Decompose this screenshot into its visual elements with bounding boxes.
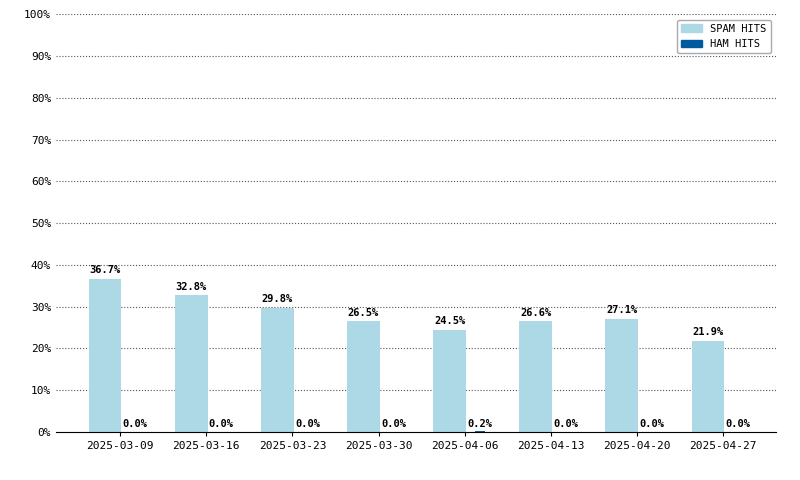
Bar (175, 295, 207, 432)
Bar (474, 431, 485, 432)
Bar (691, 340, 724, 432)
Bar (89, 279, 122, 432)
Bar (606, 319, 638, 432)
Text: 27.1%: 27.1% (606, 305, 638, 315)
Text: 0.2%: 0.2% (467, 419, 492, 429)
Text: 26.5%: 26.5% (348, 308, 379, 318)
Text: 0.0%: 0.0% (122, 419, 148, 429)
Text: 0.0%: 0.0% (209, 419, 234, 429)
Bar (347, 321, 380, 432)
Bar (519, 321, 552, 432)
Text: 0.0%: 0.0% (295, 419, 320, 429)
Text: 32.8%: 32.8% (175, 282, 207, 292)
Text: 24.5%: 24.5% (434, 316, 466, 326)
Text: 0.0%: 0.0% (381, 419, 406, 429)
Legend: SPAM HITS, HAM HITS: SPAM HITS, HAM HITS (677, 20, 770, 53)
Text: 29.8%: 29.8% (262, 294, 293, 304)
Text: 36.7%: 36.7% (90, 265, 121, 276)
Text: 0.0%: 0.0% (726, 419, 750, 429)
Bar (434, 330, 466, 432)
Text: 0.0%: 0.0% (554, 419, 578, 429)
Text: 26.6%: 26.6% (520, 308, 551, 318)
Text: 21.9%: 21.9% (692, 327, 723, 337)
Text: 0.0%: 0.0% (639, 419, 665, 429)
Bar (261, 308, 294, 432)
